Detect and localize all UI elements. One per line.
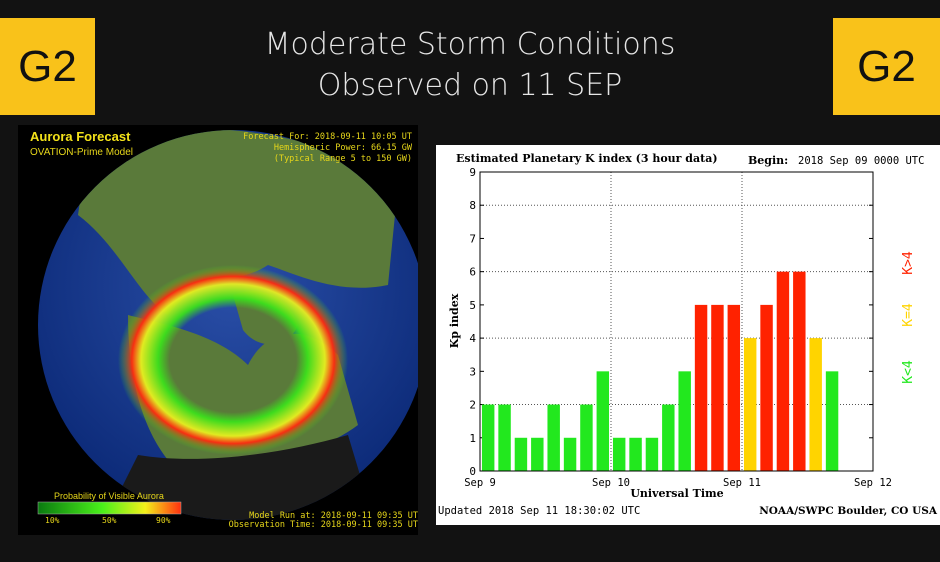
kp-bar bbox=[694, 304, 708, 471]
kp-bar bbox=[481, 404, 495, 471]
y-axis-label: Kp index bbox=[448, 293, 461, 348]
kp-index-chart: Estimated Planetary K index (3 hour data… bbox=[436, 145, 940, 525]
typical-range: (Typical Range 5 to 150 GW) bbox=[274, 154, 412, 164]
kp-bar bbox=[498, 404, 511, 471]
x-tick-label: Sep 12 bbox=[854, 477, 892, 489]
kp-bar bbox=[563, 437, 577, 471]
y-tick-label: 1 bbox=[469, 432, 476, 445]
y-tick-label: 0 bbox=[469, 465, 476, 478]
legend-tick: 90% bbox=[156, 516, 171, 525]
x-axis-label: Universal Time bbox=[630, 487, 723, 500]
kp-bar bbox=[531, 437, 544, 471]
forecast-for: Forecast For: 2018-09-11 10:05 UT bbox=[243, 132, 412, 142]
kp-bar bbox=[760, 304, 773, 471]
kp-bar bbox=[776, 271, 790, 471]
legend-entry-k-below-4: K<4 bbox=[901, 360, 916, 384]
y-tick-label: 3 bbox=[469, 365, 476, 378]
plot-frame bbox=[479, 171, 874, 472]
kp-bar bbox=[645, 437, 659, 471]
kp-bar bbox=[580, 404, 593, 471]
begin-value: 2018 Sep 09 0000 UTC bbox=[798, 155, 924, 167]
kp-bar bbox=[678, 371, 691, 471]
y-tick-label: 4 bbox=[469, 332, 476, 345]
kp-bar bbox=[743, 338, 757, 471]
hemispheric-power: Hemispheric Power: 66.15 GW bbox=[274, 143, 413, 153]
y-tick-label: 8 bbox=[469, 199, 476, 212]
y-tick-label: 2 bbox=[469, 399, 476, 412]
legend-title: Probability of Visible Aurora bbox=[54, 491, 164, 501]
kp-bar bbox=[727, 304, 741, 471]
y-tick-label: 9 bbox=[469, 166, 476, 179]
x-tick-label: Sep 9 bbox=[464, 477, 496, 489]
kp-bar bbox=[711, 304, 724, 471]
x-tick-label: Sep 11 bbox=[723, 477, 761, 489]
kp-bar bbox=[662, 404, 675, 471]
map-title: Aurora Forecast bbox=[30, 129, 131, 144]
chart-title: Estimated Planetary K index (3 hour data… bbox=[456, 152, 718, 165]
y-tick-label: 7 bbox=[469, 232, 476, 245]
aurora-oval bbox=[118, 265, 348, 455]
probability-color-bar bbox=[37, 501, 182, 515]
map-subtitle: OVATION-Prime Model bbox=[30, 147, 133, 158]
kp-bar bbox=[514, 437, 528, 471]
updated-timestamp: Updated 2018 Sep 11 18:30:02 UTC bbox=[438, 505, 640, 517]
kp-bar bbox=[793, 271, 806, 471]
kp-bar bbox=[547, 404, 560, 471]
slide-title: Moderate Storm Conditions Observed on 11… bbox=[180, 24, 760, 106]
y-tick-label: 6 bbox=[469, 266, 476, 279]
kp-bar bbox=[629, 437, 642, 471]
g2-badge-left: G2 bbox=[0, 18, 95, 115]
legend-tick: 50% bbox=[102, 516, 117, 525]
aurora-forecast-map: Aurora Forecast OVATION-Prime Model Fore… bbox=[18, 125, 418, 535]
model-run: Model Run at: 2018-09-11 09:35 UT bbox=[249, 511, 418, 521]
kp-bar bbox=[809, 338, 822, 471]
kp-bar bbox=[612, 437, 626, 471]
legend-tick: 10% bbox=[45, 516, 60, 525]
legend-entry-k-equals-4: K=4 bbox=[901, 303, 916, 327]
source-credit: NOAA/SWPC Boulder, CO USA bbox=[759, 505, 938, 517]
title-line-1: Moderate Storm Conditions bbox=[264, 27, 676, 62]
x-tick-label: Sep 10 bbox=[592, 477, 630, 489]
kp-bar bbox=[825, 371, 839, 471]
title-line-2: Observed on 11 SEP bbox=[317, 68, 623, 103]
legend-entry-k-above-4: K>4 bbox=[901, 251, 916, 275]
y-tick-label: 5 bbox=[469, 299, 476, 312]
kp-bar bbox=[596, 371, 610, 471]
observation-time: Observation Time: 2018-09-11 09:35 UT bbox=[229, 520, 418, 530]
g2-badge-right: G2 bbox=[833, 18, 940, 115]
begin-label: Begin: bbox=[748, 154, 788, 167]
